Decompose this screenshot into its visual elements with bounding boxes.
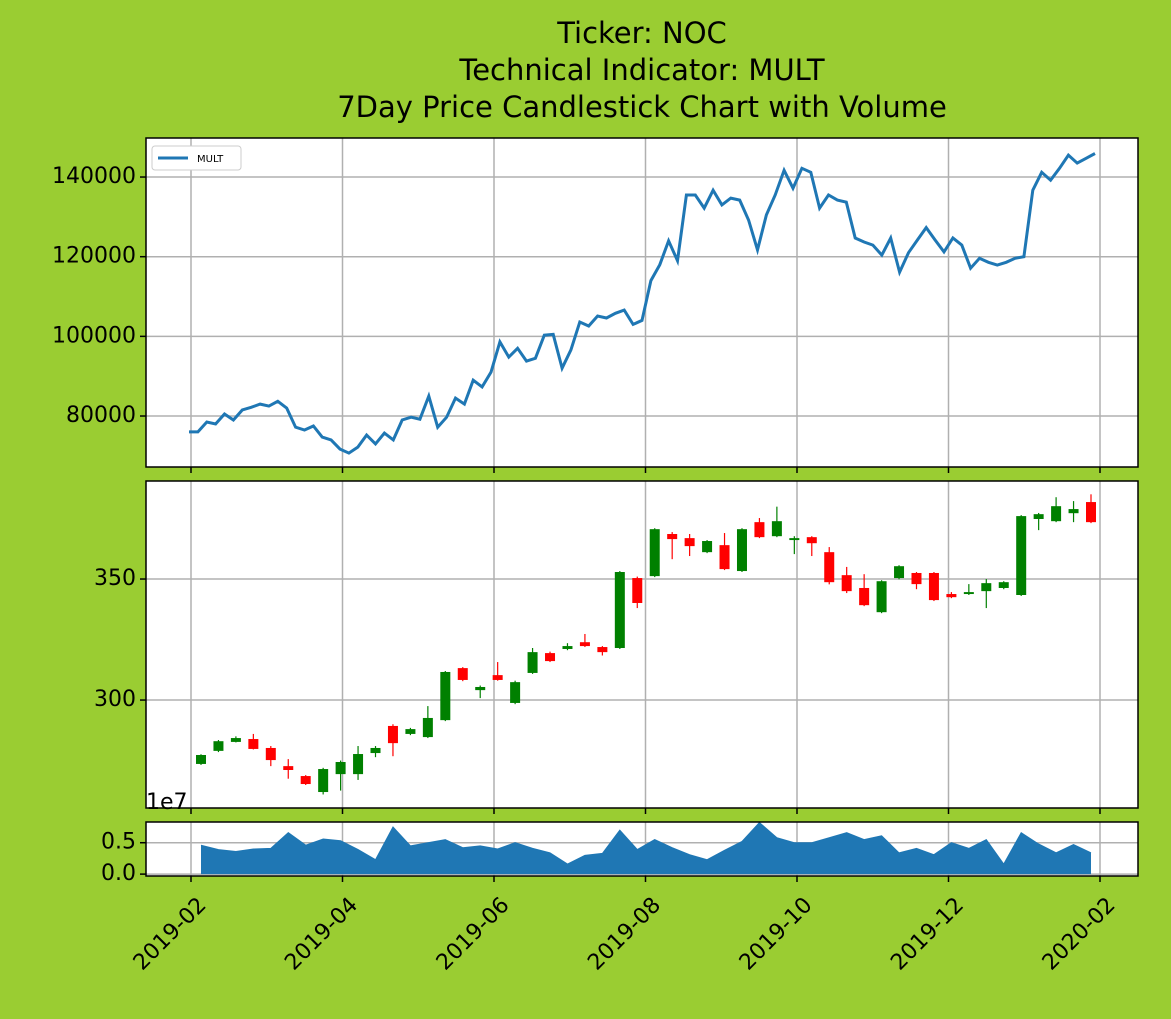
- chart-title: Ticker: NOC: [556, 16, 727, 50]
- candle-body: [265, 747, 276, 761]
- candle-body: [283, 766, 294, 770]
- candle-body: [981, 583, 992, 592]
- candle-body: [457, 668, 468, 680]
- area-line: [200, 821, 1092, 866]
- candle-body: [667, 534, 678, 540]
- y-tick-label: 350: [94, 566, 136, 591]
- candle-body: [998, 582, 1009, 588]
- area-fill: [201, 822, 1091, 875]
- candle-body: [824, 552, 835, 583]
- candle-body: [911, 572, 922, 585]
- candle-body: [213, 741, 224, 751]
- candle-body: [492, 675, 503, 680]
- candle-body: [614, 572, 625, 649]
- plot-frame: [145, 137, 1139, 468]
- candle-body: [963, 592, 974, 595]
- y-tick-label: 0.5: [101, 830, 136, 855]
- plot-area: [146, 481, 1138, 808]
- y-tick-label: 0.0: [101, 861, 136, 886]
- plot-frame: [145, 480, 1139, 809]
- candle-body: [527, 652, 538, 673]
- candle-body: [300, 776, 311, 785]
- chart-subtitle: Technical Indicator: MULT: [458, 53, 824, 87]
- axis-offset-label: 1e7: [146, 790, 188, 815]
- candle-body: [318, 769, 329, 793]
- candle-body: [946, 594, 957, 598]
- legend-label: MULT: [197, 154, 224, 165]
- candle-body: [719, 545, 730, 570]
- candle-body: [475, 686, 486, 691]
- candle-body: [1086, 502, 1096, 523]
- candle-body: [1033, 514, 1044, 520]
- candle-body: [387, 725, 398, 744]
- candle-body: [248, 739, 259, 749]
- plot-frame: [145, 821, 1139, 877]
- candle-body: [405, 729, 416, 734]
- candle-body: [562, 646, 573, 649]
- candle-body: [230, 738, 241, 742]
- y-tick-label: 300: [94, 687, 136, 712]
- candle-body: [1051, 506, 1062, 522]
- candle-body: [859, 587, 870, 606]
- candle-body: [702, 541, 713, 553]
- candle-body: [806, 537, 817, 544]
- candle-body: [545, 653, 556, 662]
- candle-body: [335, 762, 346, 775]
- y-tick-label: 80000: [66, 403, 136, 428]
- candle-body: [422, 717, 433, 738]
- y-tick-label: 100000: [52, 323, 136, 348]
- candle-body: [353, 754, 364, 775]
- candle-body: [736, 529, 747, 572]
- y-tick-label: 120000: [52, 244, 136, 269]
- candle-body: [196, 754, 206, 764]
- plot-area: [146, 138, 1138, 467]
- candle-body: [1068, 509, 1079, 514]
- line-series: [189, 152, 1096, 455]
- candle-body: [928, 572, 939, 601]
- candle-body: [440, 671, 451, 721]
- candle-body: [510, 682, 521, 703]
- candle-body: [771, 521, 782, 537]
- candle-body: [370, 747, 381, 754]
- candle-body: [876, 581, 887, 613]
- candle-body: [894, 566, 905, 579]
- candle-body: [649, 529, 660, 577]
- candle-body: [684, 538, 695, 547]
- candle-body: [789, 538, 800, 541]
- candle-body: [841, 575, 852, 592]
- candle-body: [632, 578, 643, 603]
- candle-body: [579, 642, 590, 647]
- candle-body: [597, 647, 608, 653]
- legend-box: [151, 145, 242, 171]
- candle-body: [754, 522, 765, 538]
- y-tick-label: 140000: [52, 164, 136, 189]
- chart-subtitle: 7Day Price Candlestick Chart with Volume: [337, 90, 947, 124]
- candle-body: [1016, 516, 1027, 596]
